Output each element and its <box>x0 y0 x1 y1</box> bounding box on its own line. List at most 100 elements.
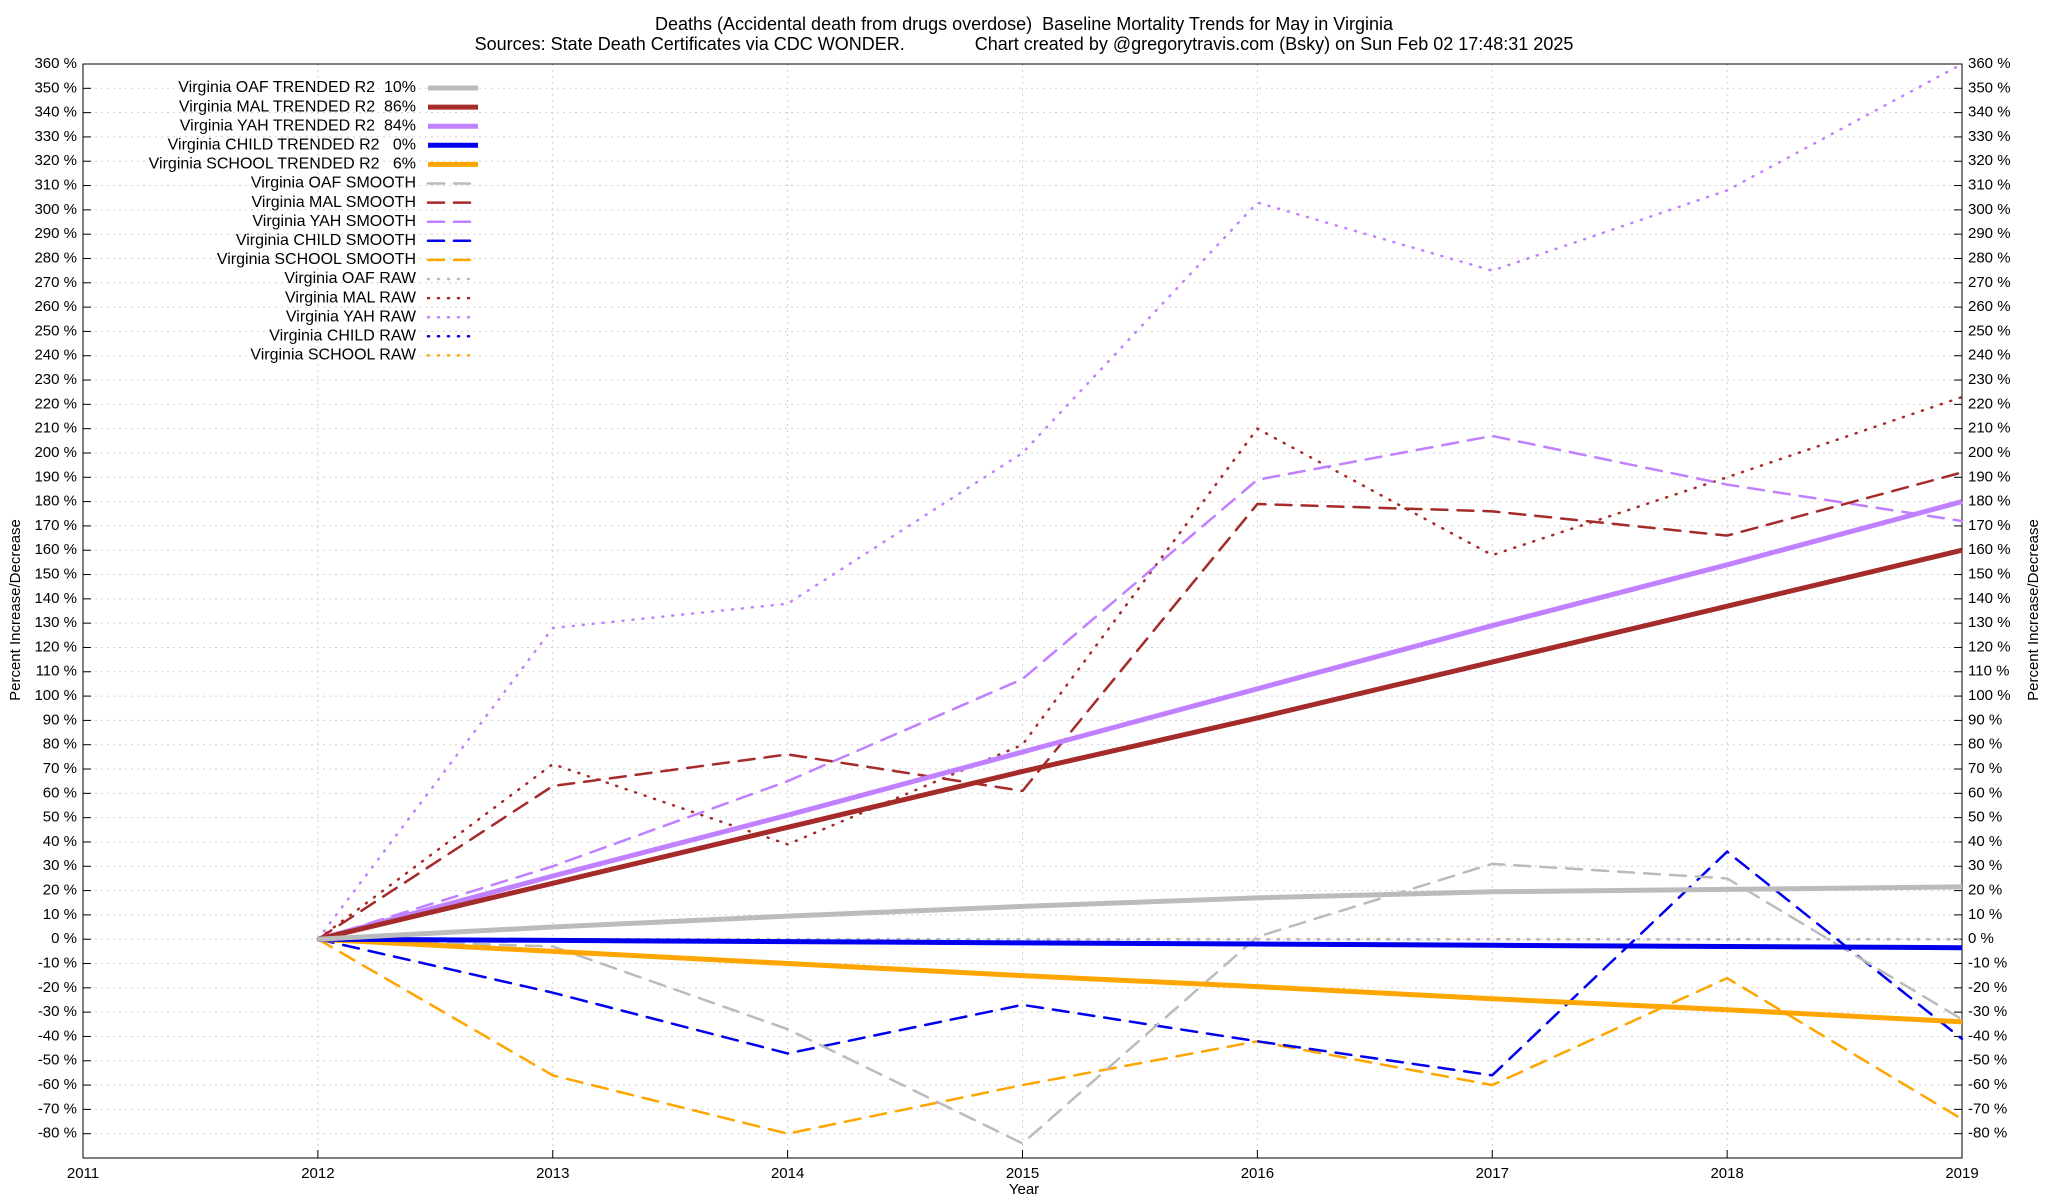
y2-tick-label: 240 % <box>1968 347 2011 364</box>
y-tick-label: -50 % <box>38 1052 77 1069</box>
y2-tick-label: -40 % <box>1968 1027 2007 1044</box>
y-tick-label: 210 % <box>34 420 77 437</box>
y2-tick-label: 170 % <box>1968 517 2011 534</box>
y-tick-label: -80 % <box>38 1125 77 1142</box>
y-tick-label: 350 % <box>34 79 77 96</box>
y2-tick-label: 330 % <box>1968 128 2011 145</box>
y2-tick-label: 270 % <box>1968 274 2011 291</box>
y-tick-label: 40 % <box>43 833 77 850</box>
series-line <box>317 499 1963 942</box>
y2-tick-label: 140 % <box>1968 590 2011 607</box>
y-tick-label: -70 % <box>38 1100 77 1117</box>
y2-tick-label: 120 % <box>1968 638 2011 655</box>
legend-label: Virginia MAL TRENDED R2 86% <box>179 98 416 115</box>
y2-tick-label: -60 % <box>1968 1076 2007 1093</box>
y2-tick-label: 280 % <box>1968 249 2011 266</box>
y2-tick-label: 210 % <box>1968 420 2011 437</box>
y2-tick-label: 310 % <box>1968 177 2011 194</box>
legend-label: Virginia CHILD TRENDED R2 0% <box>168 137 416 154</box>
legend-label: Virginia MAL RAW <box>285 289 417 306</box>
y-tick-label: 360 % <box>34 55 77 72</box>
legend-label: Virginia OAF SMOOTH <box>251 175 416 192</box>
y-tick-label: 270 % <box>34 274 77 291</box>
x-tick-label: 2019 <box>1945 1165 1978 1182</box>
y2-tick-label: 50 % <box>1968 809 2002 826</box>
x-axis-label: Year <box>1009 1181 1039 1198</box>
y2-tick-label: 160 % <box>1968 541 2011 558</box>
y-tick-label: -10 % <box>38 954 77 971</box>
y-tick-label: 310 % <box>34 177 77 194</box>
y2-tick-label: 60 % <box>1968 784 2002 801</box>
y-tick-label: 300 % <box>34 201 77 218</box>
chart-title: Deaths (Accidental death from drugs over… <box>655 14 1394 34</box>
y-tick-label: 160 % <box>34 541 77 558</box>
series-line <box>316 471 1964 941</box>
y2-tick-label: 320 % <box>1968 152 2011 169</box>
y2-tick-label: 10 % <box>1968 906 2002 923</box>
y2-tick-label: -30 % <box>1968 1003 2007 1020</box>
legend-label: Virginia CHILD RAW <box>269 328 417 345</box>
x-tick-label: 2011 <box>67 1165 99 1182</box>
x-tick-label: 2015 <box>1006 1165 1039 1182</box>
y-tick-label: 280 % <box>34 249 77 266</box>
y2-tick-label: 130 % <box>1968 614 2011 631</box>
y2-tick-label: 260 % <box>1968 298 2011 315</box>
y2-tick-label: 0 % <box>1968 930 1994 947</box>
y2-tick-label: -50 % <box>1968 1052 2007 1069</box>
y2-tick-label: 20 % <box>1968 882 2002 899</box>
y-tick-label: 240 % <box>34 347 77 364</box>
y-tick-label: 290 % <box>34 225 77 242</box>
y-tick-label: 130 % <box>34 614 77 631</box>
series-line <box>317 884 1963 942</box>
series-line <box>316 434 1964 941</box>
y2-tick-label: 180 % <box>1968 493 2011 510</box>
y-tick-label: 90 % <box>43 711 77 728</box>
y-tick-label: -40 % <box>38 1027 77 1044</box>
y-tick-label: -30 % <box>38 1003 77 1020</box>
y2-tick-label: 90 % <box>1968 711 2002 728</box>
y-tick-label: 140 % <box>34 590 77 607</box>
y-tick-label: 120 % <box>34 638 77 655</box>
y-tick-label: 100 % <box>34 687 77 704</box>
y2-tick-label: 350 % <box>1968 79 2011 96</box>
y2-tick-label: 40 % <box>1968 833 2002 850</box>
y-tick-label: 70 % <box>43 760 77 777</box>
y2-tick-label: 70 % <box>1968 760 2002 777</box>
y2-tick-label: 200 % <box>1968 444 2011 461</box>
y2-tick-label: -70 % <box>1968 1100 2007 1117</box>
y-axis-label: Percent Increase/Decrease <box>7 519 24 701</box>
legend-label: Virginia OAF TRENDED R2 10% <box>178 79 416 96</box>
y-tick-label: 10 % <box>43 906 77 923</box>
y-tick-label: 50 % <box>43 809 77 826</box>
y-tick-label: 230 % <box>34 371 77 388</box>
y-tick-label: 0 % <box>51 930 77 947</box>
plot-border <box>82 63 1963 1159</box>
y2-tick-label: 80 % <box>1968 736 2002 753</box>
series-line <box>316 62 1964 941</box>
x-tick-label: 2014 <box>771 1165 804 1182</box>
y2-tick-label: 100 % <box>1968 687 2011 704</box>
y-tick-label: 260 % <box>34 298 77 315</box>
y-tick-label: 180 % <box>34 493 77 510</box>
y2-tick-label: 110 % <box>1968 663 2009 680</box>
y2-tick-label: 250 % <box>1968 322 2011 339</box>
y-tick-label: 80 % <box>43 736 77 753</box>
y2-tick-label: 220 % <box>1968 395 2011 412</box>
y2-tick-label: -10 % <box>1968 954 2007 971</box>
y-tick-label: 320 % <box>34 152 77 169</box>
x-tick-label: 2017 <box>1476 1165 1509 1182</box>
legend-label: Virginia SCHOOL SMOOTH <box>217 251 416 268</box>
series-line <box>316 937 1964 1135</box>
y-tick-label: 20 % <box>43 882 77 899</box>
y-tick-label: 150 % <box>34 566 77 583</box>
series-line <box>317 936 1963 951</box>
y2-tick-label: 190 % <box>1968 468 2011 485</box>
y2-tick-label: 150 % <box>1968 566 2011 583</box>
y-tick-label: 110 % <box>36 663 77 680</box>
legend-label: Virginia MAL SMOOTH <box>252 194 416 211</box>
legend-label: Virginia YAH RAW <box>286 308 417 325</box>
series-line <box>317 936 1963 1025</box>
y-tick-label: 330 % <box>34 128 77 145</box>
